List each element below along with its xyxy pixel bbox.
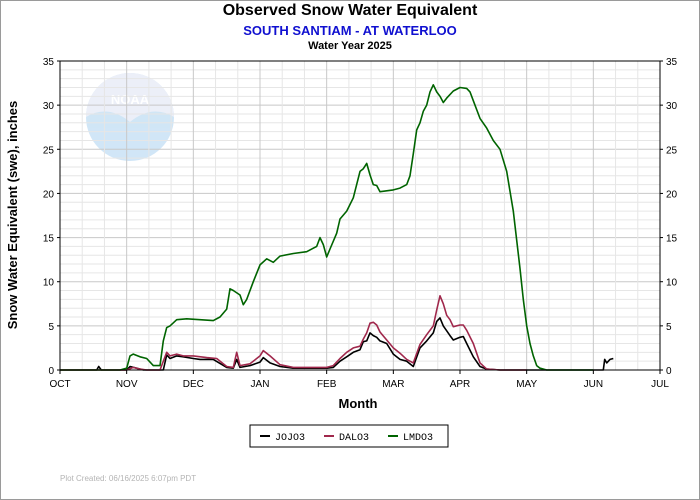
y-tick-label-left: 20 [43, 189, 55, 200]
x-tick-label: OCT [49, 379, 70, 390]
y-axis-label: Snow Water Equivalent (swe), inches [5, 101, 20, 330]
series-line-lmdo3 [60, 84, 594, 371]
y-tick-label-right: 15 [666, 234, 678, 245]
x-tick-label: APR [450, 379, 471, 390]
x-tick-label: NOV [116, 379, 138, 390]
chart-title: Observed Snow Water Equivalent [222, 2, 478, 19]
noaa-logo-text: NOAA [111, 92, 150, 107]
noaa-logo-icon: NOAA [86, 73, 174, 161]
series-lines [60, 84, 614, 371]
legend: JOJO3 DALO3 LMDO3 [249, 424, 449, 448]
y-tick-label-left: 35 [43, 57, 55, 68]
y-tick-label-left: 10 [43, 278, 55, 289]
y-tick-label-right: 20 [666, 189, 678, 200]
series-line-jojo3 [60, 317, 614, 371]
x-tick-label: JUL [651, 379, 669, 390]
y-tick-label-left: 15 [43, 234, 55, 245]
y-tick-label-right: 5 [666, 322, 672, 333]
legend-label: DALO3 [339, 433, 369, 444]
legend-label: LMDO3 [403, 433, 433, 444]
x-tick-label: JUN [584, 379, 603, 390]
x-tick-label: FEB [317, 379, 337, 390]
plot-area-border [59, 60, 661, 371]
y-tick-label-left: 25 [43, 145, 55, 156]
y-tick-label-right: 30 [666, 101, 678, 112]
grid [60, 61, 660, 370]
legend-label: JOJO3 [275, 433, 305, 444]
x-tick-label: JAN [251, 379, 270, 390]
y-tick-label-left: 0 [48, 366, 54, 377]
y-tick-label-left: 5 [48, 322, 54, 333]
y-axis-left: 0 5 10 15 20 25 30 35 [43, 57, 60, 377]
x-tick-label: MAY [516, 379, 537, 390]
x-tick-label: DEC [183, 379, 204, 390]
series-line-dalo3 [60, 295, 527, 371]
y-tick-label-left: 30 [43, 101, 55, 112]
legend-box [249, 424, 449, 448]
x-axis-label: Month [339, 396, 378, 411]
y-tick-label-right: 10 [666, 278, 678, 289]
y-tick-label-right: 0 [666, 366, 672, 377]
y-axis-right: 0 5 10 15 20 25 30 35 [660, 57, 678, 377]
y-tick-label-right: 25 [666, 145, 678, 156]
plot-created-footer: Plot Created: 06/16/2025 6:07pm PDT [60, 474, 197, 483]
x-tick-label: MAR [382, 379, 404, 390]
y-tick-label-right: 35 [666, 57, 678, 68]
station-subtitle: SOUTH SANTIAM - AT WATERLOO [243, 23, 457, 38]
water-year-label: Water Year 2025 [308, 40, 392, 52]
x-axis: OCT NOV DEC JAN FEB MAR APR MAY JUN JUL [49, 370, 669, 390]
